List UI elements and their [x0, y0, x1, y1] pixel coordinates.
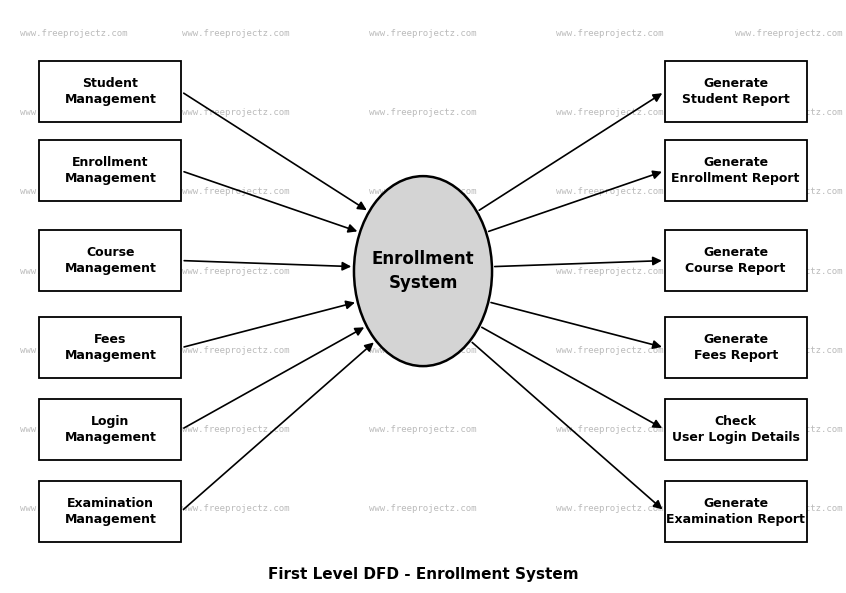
Text: Login
Management: Login Management	[64, 415, 157, 444]
Text: www.freeprojectz.com: www.freeprojectz.com	[369, 425, 477, 434]
Text: www.freeprojectz.com: www.freeprojectz.com	[369, 187, 477, 196]
FancyBboxPatch shape	[665, 61, 807, 122]
Text: Course
Management: Course Management	[64, 246, 157, 275]
Text: www.freeprojectz.com: www.freeprojectz.com	[369, 29, 477, 38]
Text: www.freeprojectz.com: www.freeprojectz.com	[20, 346, 128, 355]
Text: www.freeprojectz.com: www.freeprojectz.com	[556, 267, 663, 276]
Text: www.freeprojectz.com: www.freeprojectz.com	[734, 504, 843, 513]
Text: www.freeprojectz.com: www.freeprojectz.com	[183, 187, 290, 196]
Text: Enrollment
System: Enrollment System	[371, 250, 475, 292]
Text: Student
Management: Student Management	[64, 77, 157, 106]
Text: www.freeprojectz.com: www.freeprojectz.com	[20, 29, 128, 38]
Text: www.freeprojectz.com: www.freeprojectz.com	[734, 187, 843, 196]
FancyBboxPatch shape	[39, 317, 181, 378]
Text: www.freeprojectz.com: www.freeprojectz.com	[556, 425, 663, 434]
Text: www.freeprojectz.com: www.freeprojectz.com	[734, 109, 843, 117]
Text: Examination
Management: Examination Management	[64, 497, 157, 526]
FancyBboxPatch shape	[665, 317, 807, 378]
Text: www.freeprojectz.com: www.freeprojectz.com	[369, 109, 477, 117]
Text: www.freeprojectz.com: www.freeprojectz.com	[183, 504, 290, 513]
FancyBboxPatch shape	[39, 61, 181, 122]
Text: www.freeprojectz.com: www.freeprojectz.com	[183, 109, 290, 117]
Text: www.freeprojectz.com: www.freeprojectz.com	[369, 267, 477, 276]
Text: www.freeprojectz.com: www.freeprojectz.com	[556, 109, 663, 117]
FancyBboxPatch shape	[39, 141, 181, 201]
Text: Generate
Fees Report: Generate Fees Report	[694, 333, 777, 362]
FancyBboxPatch shape	[39, 481, 181, 541]
FancyBboxPatch shape	[665, 399, 807, 460]
Text: Generate
Enrollment Report: Generate Enrollment Report	[672, 157, 799, 186]
Text: www.freeprojectz.com: www.freeprojectz.com	[183, 267, 290, 276]
Text: www.freeprojectz.com: www.freeprojectz.com	[20, 109, 128, 117]
FancyBboxPatch shape	[665, 141, 807, 201]
Text: Generate
Examination Report: Generate Examination Report	[667, 497, 805, 526]
Text: www.freeprojectz.com: www.freeprojectz.com	[183, 346, 290, 355]
Text: www.freeprojectz.com: www.freeprojectz.com	[556, 29, 663, 38]
Text: www.freeprojectz.com: www.freeprojectz.com	[734, 425, 843, 434]
Text: www.freeprojectz.com: www.freeprojectz.com	[20, 425, 128, 434]
Text: Check
User Login Details: Check User Login Details	[672, 415, 799, 444]
FancyBboxPatch shape	[212, 555, 634, 593]
Ellipse shape	[354, 176, 492, 366]
Text: www.freeprojectz.com: www.freeprojectz.com	[183, 29, 290, 38]
Text: www.freeprojectz.com: www.freeprojectz.com	[369, 346, 477, 355]
FancyBboxPatch shape	[665, 481, 807, 541]
Text: www.freeprojectz.com: www.freeprojectz.com	[734, 29, 843, 38]
Text: Enrollment
Management: Enrollment Management	[64, 157, 157, 186]
Text: Generate
Student Report: Generate Student Report	[682, 77, 789, 106]
Text: www.freeprojectz.com: www.freeprojectz.com	[20, 504, 128, 513]
Text: www.freeprojectz.com: www.freeprojectz.com	[556, 346, 663, 355]
Text: www.freeprojectz.com: www.freeprojectz.com	[556, 504, 663, 513]
Text: First Level DFD - Enrollment System: First Level DFD - Enrollment System	[267, 567, 579, 582]
Text: www.freeprojectz.com: www.freeprojectz.com	[183, 425, 290, 434]
Text: www.freeprojectz.com: www.freeprojectz.com	[20, 267, 128, 276]
FancyBboxPatch shape	[665, 230, 807, 291]
Text: Fees
Management: Fees Management	[64, 333, 157, 362]
Text: www.freeprojectz.com: www.freeprojectz.com	[20, 187, 128, 196]
Text: Generate
Course Report: Generate Course Report	[685, 246, 786, 275]
Text: www.freeprojectz.com: www.freeprojectz.com	[734, 267, 843, 276]
FancyBboxPatch shape	[39, 230, 181, 291]
Text: www.freeprojectz.com: www.freeprojectz.com	[369, 504, 477, 513]
FancyBboxPatch shape	[39, 399, 181, 460]
Text: www.freeprojectz.com: www.freeprojectz.com	[556, 187, 663, 196]
Text: www.freeprojectz.com: www.freeprojectz.com	[734, 346, 843, 355]
